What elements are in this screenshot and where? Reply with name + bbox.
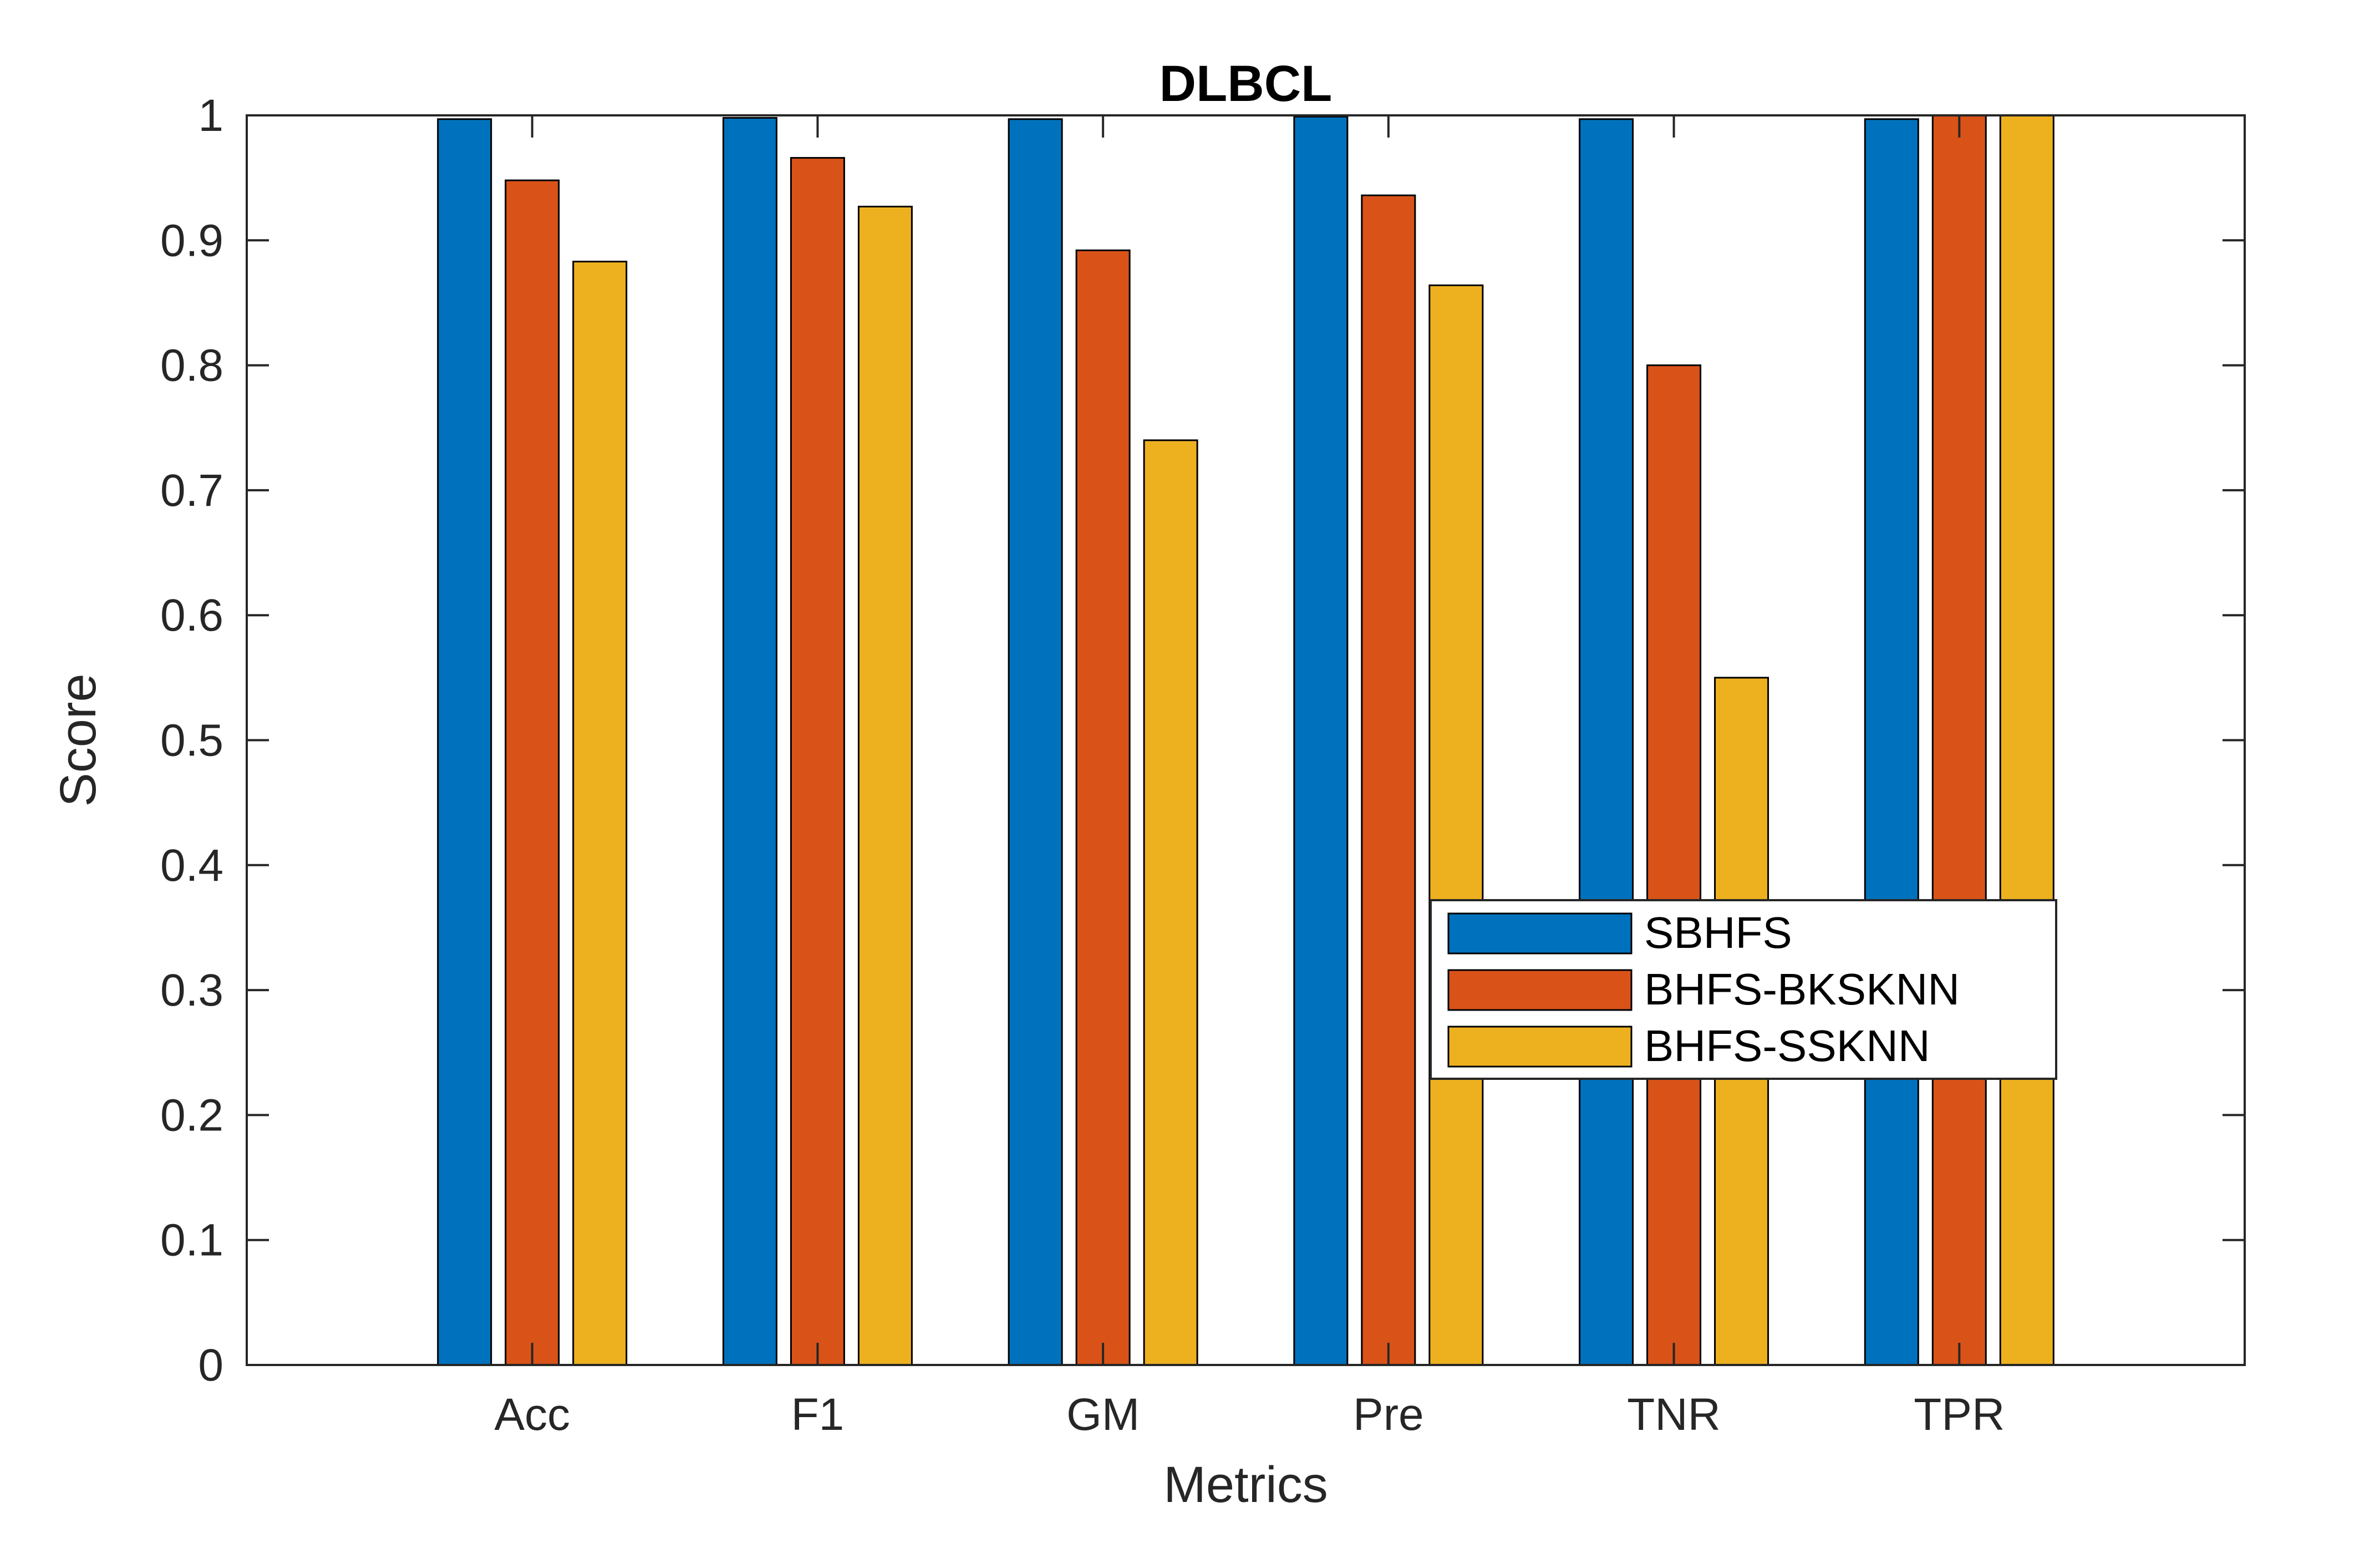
y-tick-label: 0	[198, 1340, 223, 1390]
bars-layer	[437, 114, 2054, 1366]
bar-sbhfs-tnr	[1579, 118, 1634, 1366]
y-tick-label: 0.8	[160, 341, 223, 391]
bar-bhfs-ssknn-gm	[1143, 439, 1198, 1366]
bar-sbhfs-pre	[1293, 115, 1349, 1366]
y-tick-label: 0.2	[160, 1090, 223, 1140]
x-tick-label-tpr: TPR	[1914, 1389, 2005, 1440]
chart-title: DLBCL	[1160, 55, 1333, 112]
legend-swatch	[1447, 969, 1633, 1011]
bar-group-acc	[437, 118, 628, 1366]
bar-bhfs-bksknn-tpr	[1931, 114, 1987, 1366]
bar-bhfs-bksknn-pre	[1361, 194, 1416, 1366]
bar-sbhfs-acc	[437, 118, 492, 1366]
bar-bhfs-ssknn-tpr	[1999, 114, 2054, 1366]
bar-bhfs-ssknn-f1	[857, 205, 913, 1366]
x-tick-label-acc: Acc	[494, 1389, 570, 1440]
bar-bhfs-bksknn-f1	[790, 157, 845, 1366]
bar-sbhfs-tpr	[1864, 118, 1919, 1366]
bar-group-pre	[1293, 115, 1484, 1366]
y-tick-label: 0.4	[160, 840, 223, 891]
legend-label: BHFS-SSKNN	[1644, 1021, 1930, 1070]
axes-layer: 0 0.1 0.2 0.3 0.4 0.5 0.6 0.7 0.8 0.9 1 Acc F1 GM Pre T…	[160, 90, 2246, 1440]
y-tick-label: 0.7	[160, 465, 223, 516]
y-tick-label: 0.6	[160, 590, 223, 641]
bar-bhfs-bksknn-tnr	[1646, 364, 1702, 1366]
legend-swatch	[1447, 1026, 1633, 1068]
legend-entry-sbhfs: SBHFS	[1447, 908, 1792, 957]
bar-sbhfs-gm	[1008, 118, 1063, 1366]
x-axis-label: Metrics	[1163, 1456, 1328, 1513]
x-tick-label-f1: F1	[791, 1389, 845, 1440]
y-tick-label: 0.5	[160, 715, 223, 766]
x-tick-label-tnr: TNR	[1627, 1389, 1721, 1440]
legend-label: SBHFS	[1644, 908, 1792, 957]
x-tick-label-gm: GM	[1066, 1389, 1140, 1440]
bar-bhfs-ssknn-pre	[1428, 284, 1484, 1366]
bar-bhfs-ssknn-acc	[572, 261, 628, 1366]
y-tick-label: 0.1	[160, 1215, 223, 1266]
legend-swatch	[1447, 912, 1633, 955]
y-tick-label: 1	[198, 90, 223, 141]
bar-bhfs-bksknn-gm	[1075, 249, 1131, 1366]
legend: SBHFS BHFS-BKSKNN BHFS-SSKNN	[1430, 899, 2057, 1080]
y-axis-label: Score	[50, 673, 106, 806]
legend-entry-bhfs-ssknn: BHFS-SSKNN	[1447, 1021, 1930, 1070]
bar-group-gm	[1008, 118, 1198, 1366]
legend-label: BHFS-BKSKNN	[1644, 965, 1960, 1014]
legend-entry-bhfs-bksknn: BHFS-BKSKNN	[1447, 965, 1960, 1014]
bar-group-f1	[722, 117, 913, 1366]
bar-sbhfs-f1	[722, 117, 777, 1366]
y-tick-label: 0.3	[160, 965, 223, 1016]
x-tick-label-pre: Pre	[1353, 1389, 1424, 1440]
y-tick-label: 0.9	[160, 215, 223, 266]
bar-group-tpr	[1864, 114, 2054, 1366]
bar-bhfs-bksknn-acc	[505, 179, 560, 1366]
